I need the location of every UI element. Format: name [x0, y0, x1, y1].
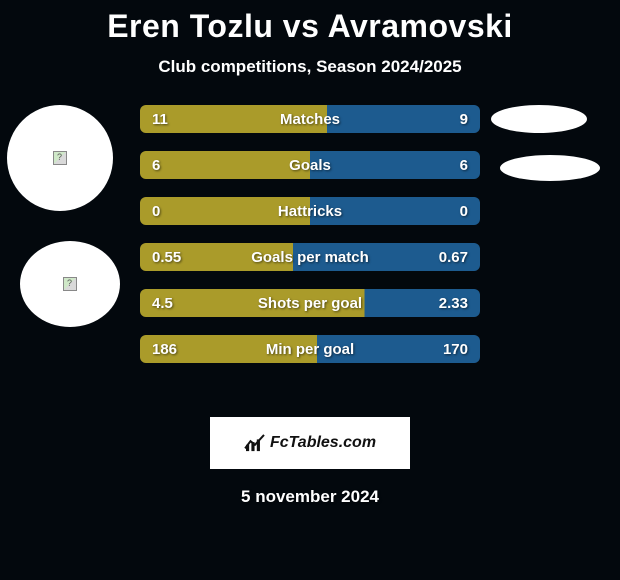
player-right-avatar-1	[491, 105, 587, 133]
brand-prefix: Fc	[270, 434, 289, 451]
broken-image-icon	[63, 277, 77, 291]
stat-right-value: 0	[460, 203, 468, 220]
stat-left-value: 0	[152, 203, 160, 220]
stat-row: 0 Hattricks 0	[140, 197, 480, 225]
brand-suffix: Tables.com	[289, 434, 376, 451]
stat-left-value: 0.55	[152, 249, 181, 266]
stat-label: Matches	[280, 111, 340, 128]
date-line: 5 november 2024	[0, 487, 620, 507]
stat-left-value: 6	[152, 157, 160, 174]
stat-right-value: 170	[443, 341, 468, 358]
stat-row: 6 Goals 6	[140, 151, 480, 179]
stat-row: 11 Matches 9	[140, 105, 480, 133]
stat-right-value: 9	[460, 111, 468, 128]
stat-row: 0.55 Goals per match 0.67	[140, 243, 480, 271]
stat-right-value: 0.67	[439, 249, 468, 266]
player-left-avatar-2	[20, 241, 120, 327]
stat-row: 186 Min per goal 170	[140, 335, 480, 363]
player-left-avatar-1	[7, 105, 113, 211]
broken-image-icon	[53, 151, 67, 165]
stat-label: Goals per match	[251, 249, 369, 266]
page-title: Eren Tozlu vs Avramovski	[0, 0, 620, 45]
stat-left-value: 186	[152, 341, 177, 358]
chart-icon	[244, 434, 266, 452]
footer-badge: FcTables.com	[210, 417, 410, 469]
stat-bars: 11 Matches 9 6 Goals 6 0 Hattricks 0 0.55 Goals pe…	[140, 105, 480, 381]
stat-left-value: 11	[152, 111, 168, 128]
subtitle: Club competitions, Season 2024/2025	[0, 57, 620, 77]
player-right-avatar-2	[500, 155, 600, 181]
stat-label: Hattricks	[278, 203, 342, 220]
comparison-area: 11 Matches 9 6 Goals 6 0 Hattricks 0 0.55 Goals pe…	[0, 105, 620, 405]
stat-label: Shots per goal	[258, 295, 362, 312]
stat-right-value: 2.33	[439, 295, 468, 312]
stat-right-value: 6	[460, 157, 468, 174]
fctables-logo: FcTables.com	[244, 434, 376, 452]
stat-left-value: 4.5	[152, 295, 173, 312]
stat-label: Min per goal	[266, 341, 354, 358]
stat-row: 4.5 Shots per goal 2.33	[140, 289, 480, 317]
stat-label: Goals	[289, 157, 331, 174]
brand-text: FcTables.com	[270, 434, 376, 452]
